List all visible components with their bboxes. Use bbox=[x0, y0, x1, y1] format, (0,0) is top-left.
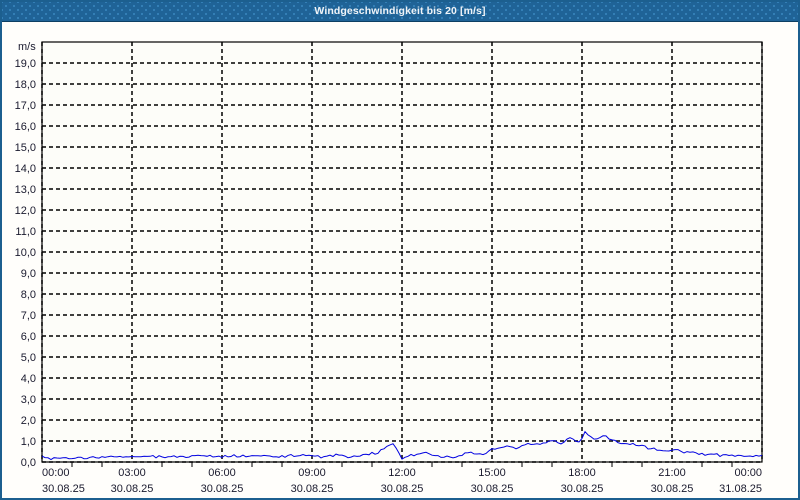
svg-text:1,0: 1,0 bbox=[21, 436, 36, 448]
svg-text:12,0: 12,0 bbox=[15, 205, 36, 217]
svg-text:00:00: 00:00 bbox=[734, 467, 762, 479]
svg-text:15:00: 15:00 bbox=[478, 467, 506, 479]
svg-text:11,0: 11,0 bbox=[15, 226, 36, 238]
svg-text:3,0: 3,0 bbox=[21, 394, 36, 406]
svg-text:30.08.25: 30.08.25 bbox=[42, 483, 85, 495]
svg-text:7,0: 7,0 bbox=[21, 310, 36, 322]
svg-text:00:00: 00:00 bbox=[42, 467, 70, 479]
svg-text:9,0: 9,0 bbox=[21, 268, 36, 280]
svg-text:10,0: 10,0 bbox=[15, 247, 36, 259]
svg-text:30.08.25: 30.08.25 bbox=[201, 483, 244, 495]
svg-text:31.08.25: 31.08.25 bbox=[719, 483, 762, 495]
svg-text:30.08.25: 30.08.25 bbox=[471, 483, 514, 495]
svg-text:03:00: 03:00 bbox=[118, 467, 146, 479]
svg-text:18,0: 18,0 bbox=[15, 79, 36, 91]
svg-text:14,0: 14,0 bbox=[15, 163, 36, 175]
svg-text:30.08.25: 30.08.25 bbox=[651, 483, 694, 495]
svg-text:13,0: 13,0 bbox=[15, 184, 36, 196]
svg-text:18:00: 18:00 bbox=[568, 467, 596, 479]
svg-text:4,0: 4,0 bbox=[21, 373, 36, 385]
svg-text:8,0: 8,0 bbox=[21, 289, 36, 301]
svg-text:30.08.25: 30.08.25 bbox=[561, 483, 604, 495]
svg-text:16,0: 16,0 bbox=[15, 121, 36, 133]
svg-text:15,0: 15,0 bbox=[15, 142, 36, 154]
svg-text:30.08.25: 30.08.25 bbox=[111, 483, 154, 495]
svg-text:6,0: 6,0 bbox=[21, 331, 36, 343]
svg-text:17,0: 17,0 bbox=[15, 100, 36, 112]
svg-text:12:00: 12:00 bbox=[388, 467, 416, 479]
svg-text:30.08.25: 30.08.25 bbox=[291, 483, 334, 495]
svg-text:21:00: 21:00 bbox=[658, 467, 686, 479]
svg-text:0,0: 0,0 bbox=[21, 457, 36, 469]
svg-text:06:00: 06:00 bbox=[208, 467, 236, 479]
svg-text:30.08.25: 30.08.25 bbox=[381, 483, 424, 495]
svg-text:5,0: 5,0 bbox=[21, 352, 36, 364]
svg-text:m/s: m/s bbox=[18, 41, 36, 53]
svg-text:19,0: 19,0 bbox=[15, 58, 36, 70]
svg-text:2,0: 2,0 bbox=[21, 415, 36, 427]
svg-text:09:00: 09:00 bbox=[298, 467, 326, 479]
